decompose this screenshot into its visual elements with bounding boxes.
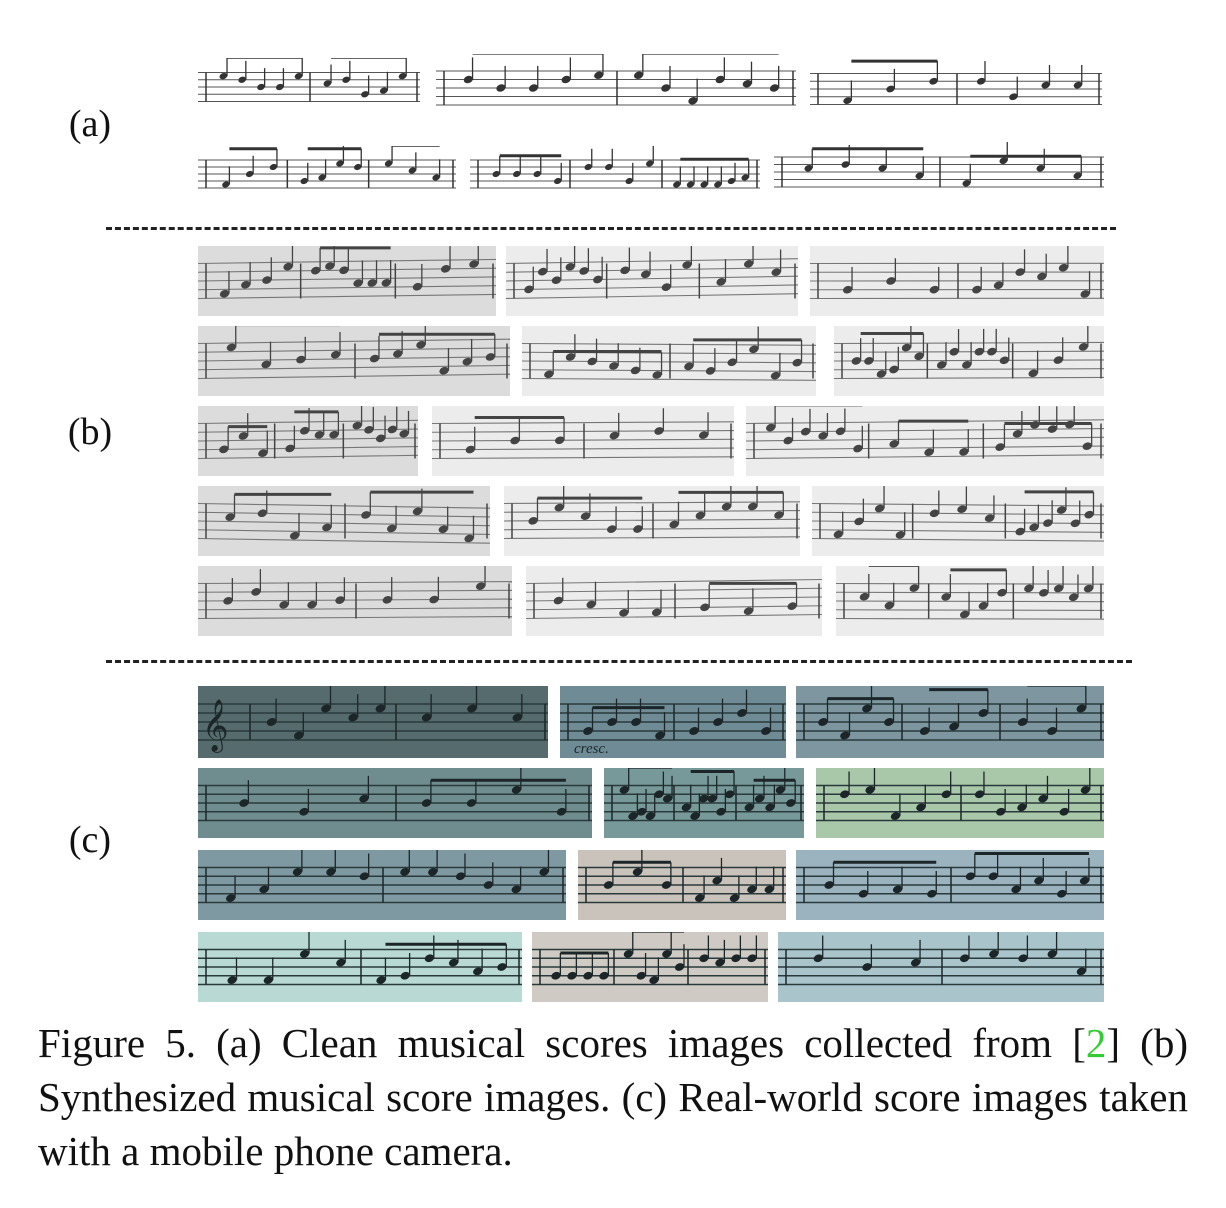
score-strip: [506, 246, 798, 316]
score-staff-drawing: [198, 146, 456, 202]
score-staff-drawing: [436, 54, 796, 122]
score-strip: [816, 768, 1104, 838]
separator-bottom: [106, 660, 1132, 663]
score-staff-drawing: [812, 486, 1104, 556]
score-staff-drawing: [796, 850, 1104, 920]
score-strip: [198, 146, 456, 202]
score-staff-drawing: [198, 768, 592, 838]
panel-label-c: (c): [68, 819, 112, 861]
score-staff-drawing: [836, 566, 1104, 636]
score-strip: [198, 566, 512, 636]
score-strip: [746, 406, 1104, 476]
score-strip: [432, 406, 734, 476]
score-strip: 𝄞: [198, 686, 548, 758]
score-strip: [198, 326, 510, 396]
score-staff-drawing: [526, 566, 822, 636]
score-staff-drawing: [198, 246, 496, 316]
score-staff-drawing: [746, 406, 1104, 476]
score-staff-drawing: [604, 768, 804, 838]
score-staff-drawing: [532, 932, 768, 1002]
score-strip: [198, 932, 522, 1002]
score-staff-drawing: [198, 326, 510, 396]
cresc-annotation: cresc.: [574, 741, 609, 757]
score-staff-drawing: [578, 850, 786, 920]
separator-top: [106, 227, 1116, 230]
score-staff-drawing: [432, 406, 734, 476]
score-strip: [198, 850, 566, 920]
score-strip: cresc.: [560, 686, 786, 758]
score-strip: [198, 246, 496, 316]
score-staff-drawing: [796, 686, 1104, 758]
score-strip: [198, 406, 418, 476]
score-strip: [532, 932, 768, 1002]
score-staff-drawing: [470, 146, 760, 202]
score-strip: [522, 326, 816, 396]
score-strip: [810, 246, 1104, 316]
score-strip: [198, 486, 490, 556]
score-strip: [778, 932, 1104, 1002]
score-strip: [796, 686, 1104, 758]
score-staff-drawing: [522, 326, 816, 396]
score-strip: [578, 850, 786, 920]
panel-label-b: (b): [67, 411, 113, 453]
score-staff-drawing: [198, 932, 522, 1002]
score-staff-drawing: [560, 686, 786, 758]
caption-text-start: Figure 5. (a) Clean musical scores image…: [38, 1020, 1086, 1066]
score-strip: [796, 850, 1104, 920]
caption-text-end: ] (b) Synthesized musical score images. …: [38, 1020, 1188, 1174]
score-strip: [812, 486, 1104, 556]
score-staff-drawing: 𝄞: [198, 686, 548, 758]
score-staff-drawing: [816, 768, 1104, 838]
score-strip: [198, 58, 420, 116]
score-strip: [436, 54, 796, 122]
score-strip: [604, 768, 804, 838]
score-strip: [774, 142, 1104, 202]
score-strip: [834, 326, 1104, 396]
score-strip: [836, 566, 1104, 636]
score-staff-drawing: [504, 486, 800, 556]
figure-caption: Figure 5. (a) Clean musical scores image…: [38, 1016, 1188, 1178]
score-staff-drawing: [810, 58, 1102, 120]
score-staff-drawing: [810, 246, 1104, 316]
score-strip: [810, 58, 1102, 120]
score-staff-drawing: [506, 246, 798, 316]
panel-label-a: (a): [68, 103, 112, 145]
score-staff-drawing: [198, 406, 418, 476]
citation-link[interactable]: 2: [1085, 1020, 1107, 1066]
score-staff-drawing: [778, 932, 1104, 1002]
score-staff-drawing: [774, 142, 1104, 202]
score-staff-drawing: [198, 850, 566, 920]
score-strip: [198, 768, 592, 838]
score-strip: [526, 566, 822, 636]
svg-text:𝄞: 𝄞: [202, 698, 229, 753]
score-strip: [470, 146, 760, 202]
score-staff-drawing: [198, 566, 512, 636]
score-staff-drawing: [198, 58, 420, 116]
score-strip: [504, 486, 800, 556]
score-staff-drawing: [198, 486, 490, 556]
score-staff-drawing: [834, 326, 1104, 396]
